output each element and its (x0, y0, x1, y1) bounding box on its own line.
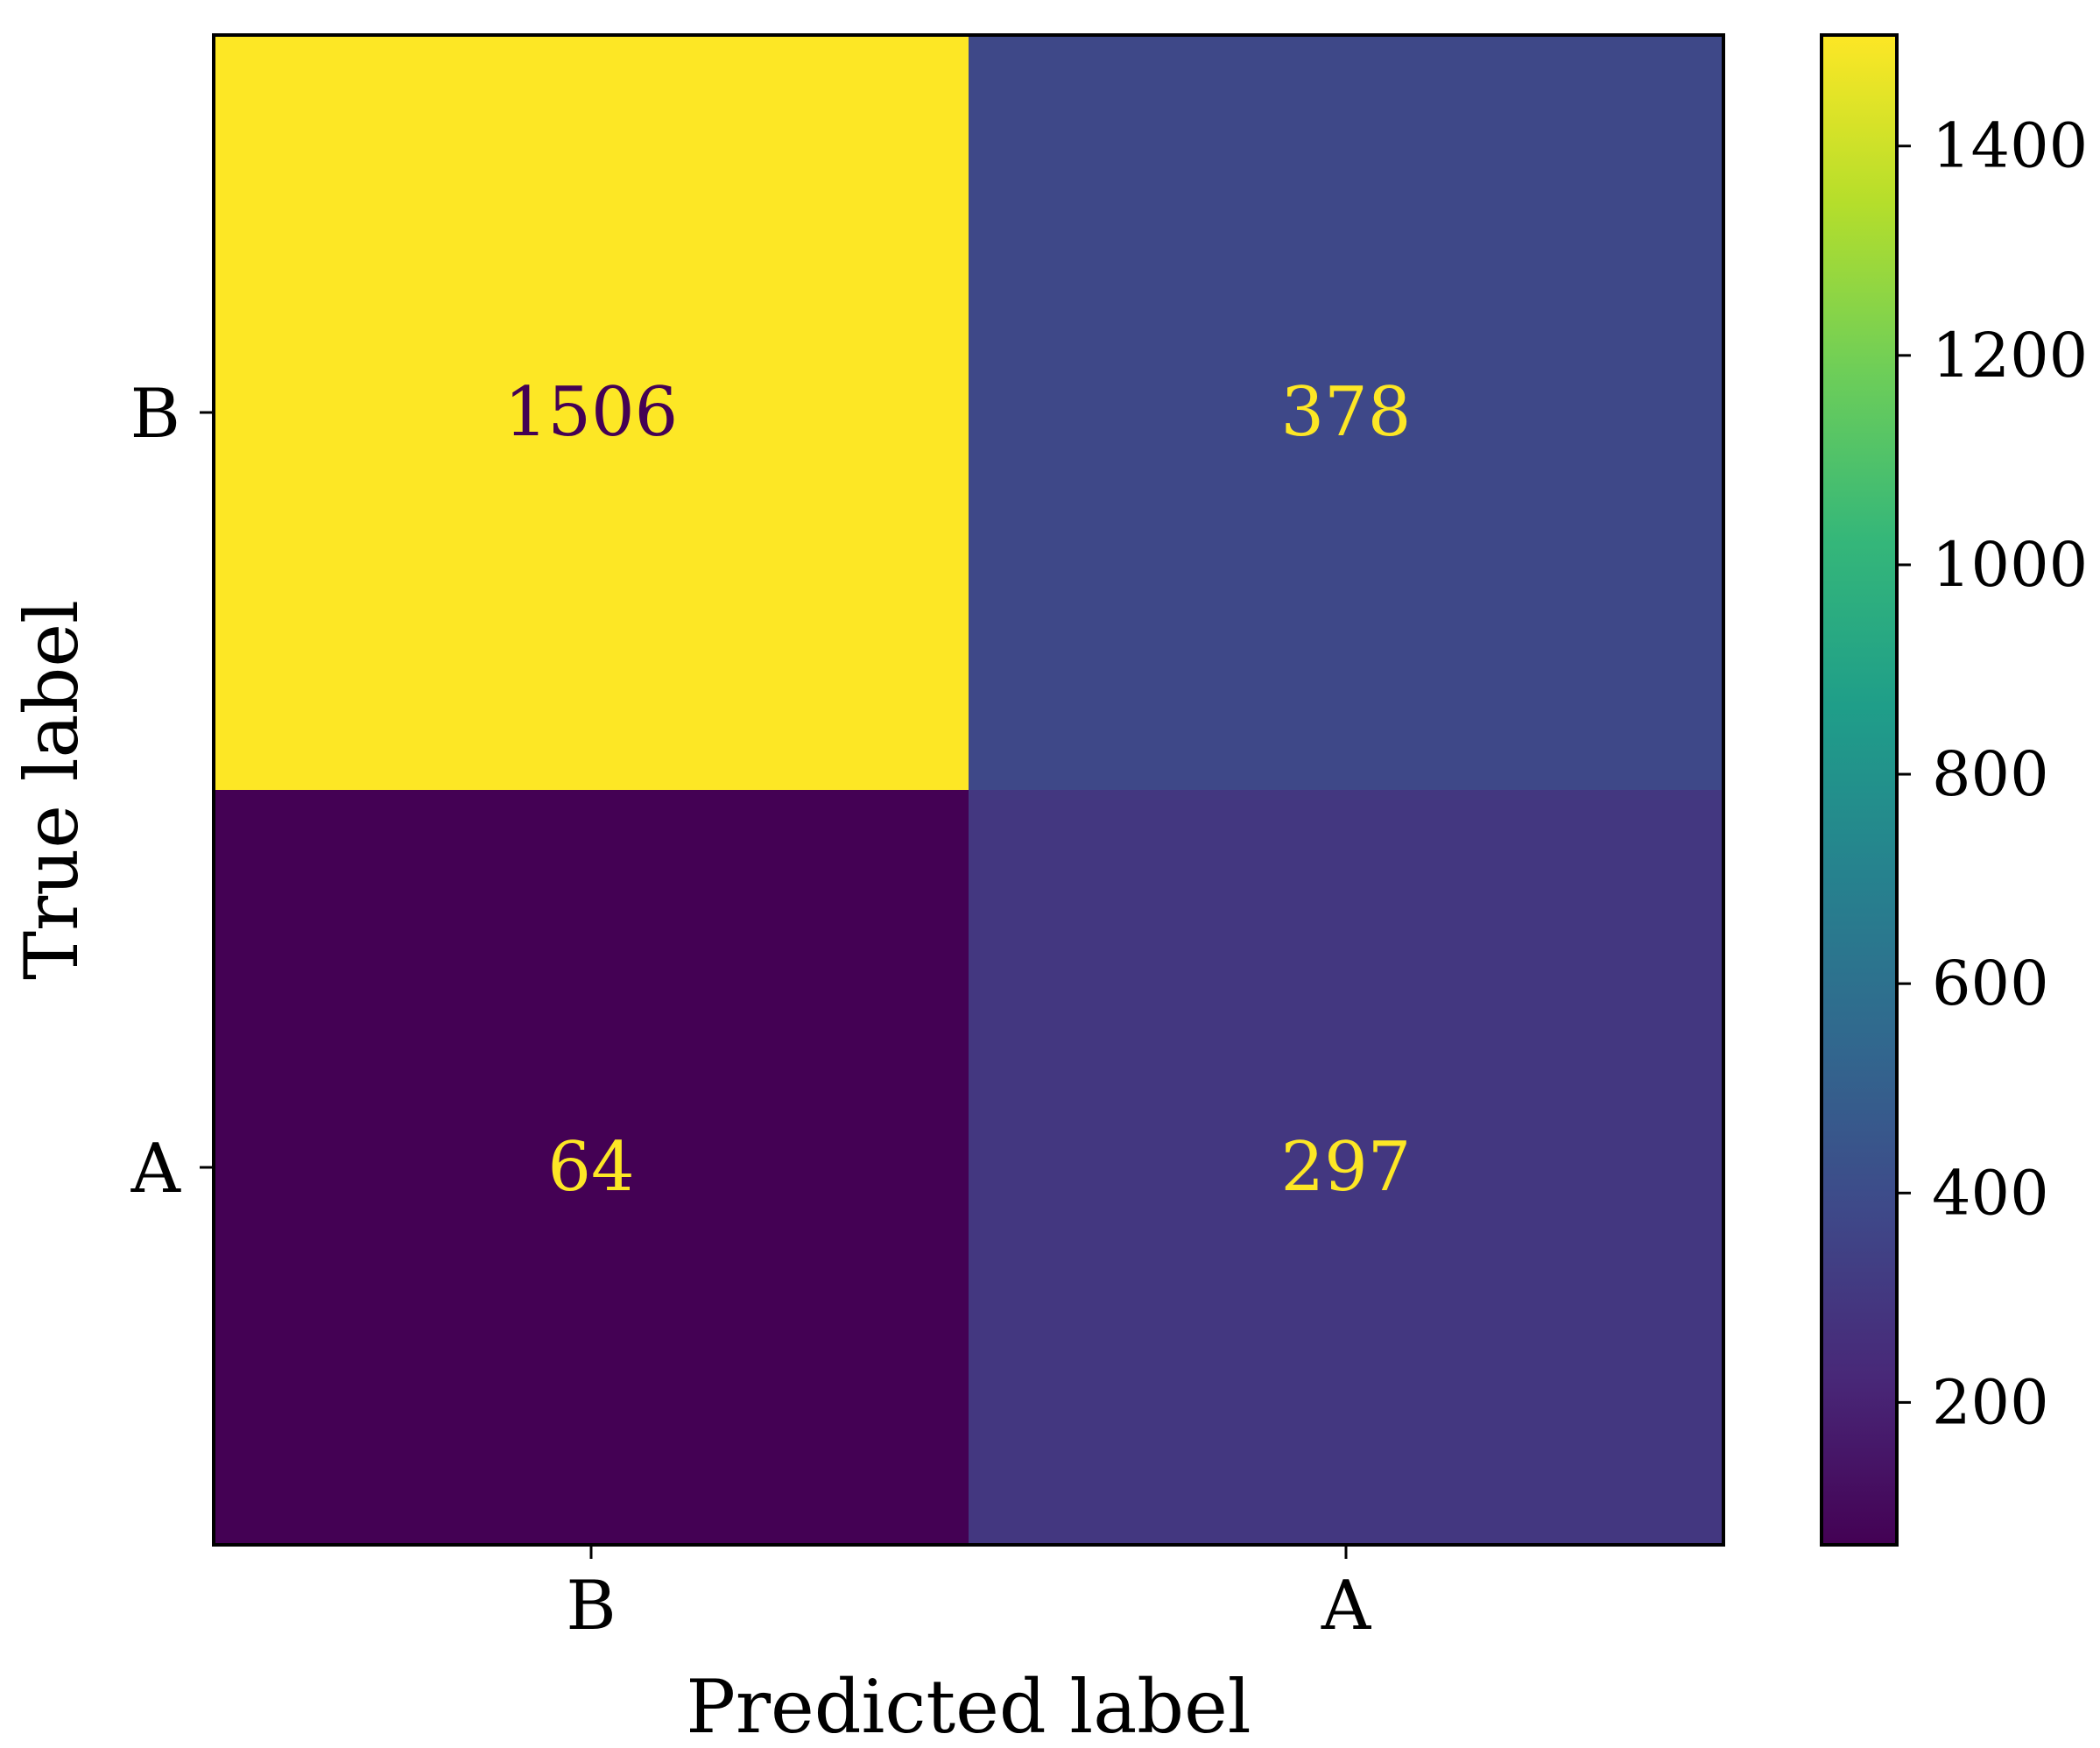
x-axis-label: Predicted label (686, 1664, 1251, 1748)
colorbar-tick-label: 600 (1932, 948, 2049, 1019)
colorbar-tick-label: 800 (1932, 738, 2049, 810)
colorbar-tick-label: 1000 (1932, 529, 2088, 601)
cell-value-label: 378 (1281, 373, 1412, 452)
colorbar-tick-label: 1400 (1932, 110, 2088, 182)
heatmap-cell (969, 790, 1723, 1545)
cell-value-labels: 1506 378 64 297 (504, 373, 1412, 1207)
y-axis-label: True label (9, 600, 95, 980)
colorbar-tick-label: 1200 (1932, 320, 2088, 391)
colorbar-frame (1820, 33, 1899, 1547)
heatmap-cell (214, 790, 969, 1545)
plot-frame (212, 33, 1725, 1547)
y-tick-label: A (130, 1130, 182, 1209)
colorbar-tick-label: 200 (1932, 1366, 2049, 1438)
y-tick-label: B (130, 375, 180, 454)
colorbar (1822, 35, 1897, 1545)
heatmap-cell (214, 35, 969, 790)
cell-value-label: 297 (1281, 1128, 1412, 1207)
x-tick-label: B (566, 1567, 616, 1646)
y-axis-ticks: BA (130, 375, 214, 1209)
heatmap-cells (214, 35, 1723, 1545)
heatmap-cell (969, 35, 1723, 790)
x-tick-label: A (1321, 1567, 1372, 1646)
colorbar-ticks: 200 400 600 800 1000 1200 1400 (1897, 110, 2088, 1438)
cell-value-label: 64 (547, 1128, 634, 1207)
colorbar-tick-label: 400 (1932, 1157, 2049, 1229)
cell-value-label: 1506 (504, 373, 679, 452)
